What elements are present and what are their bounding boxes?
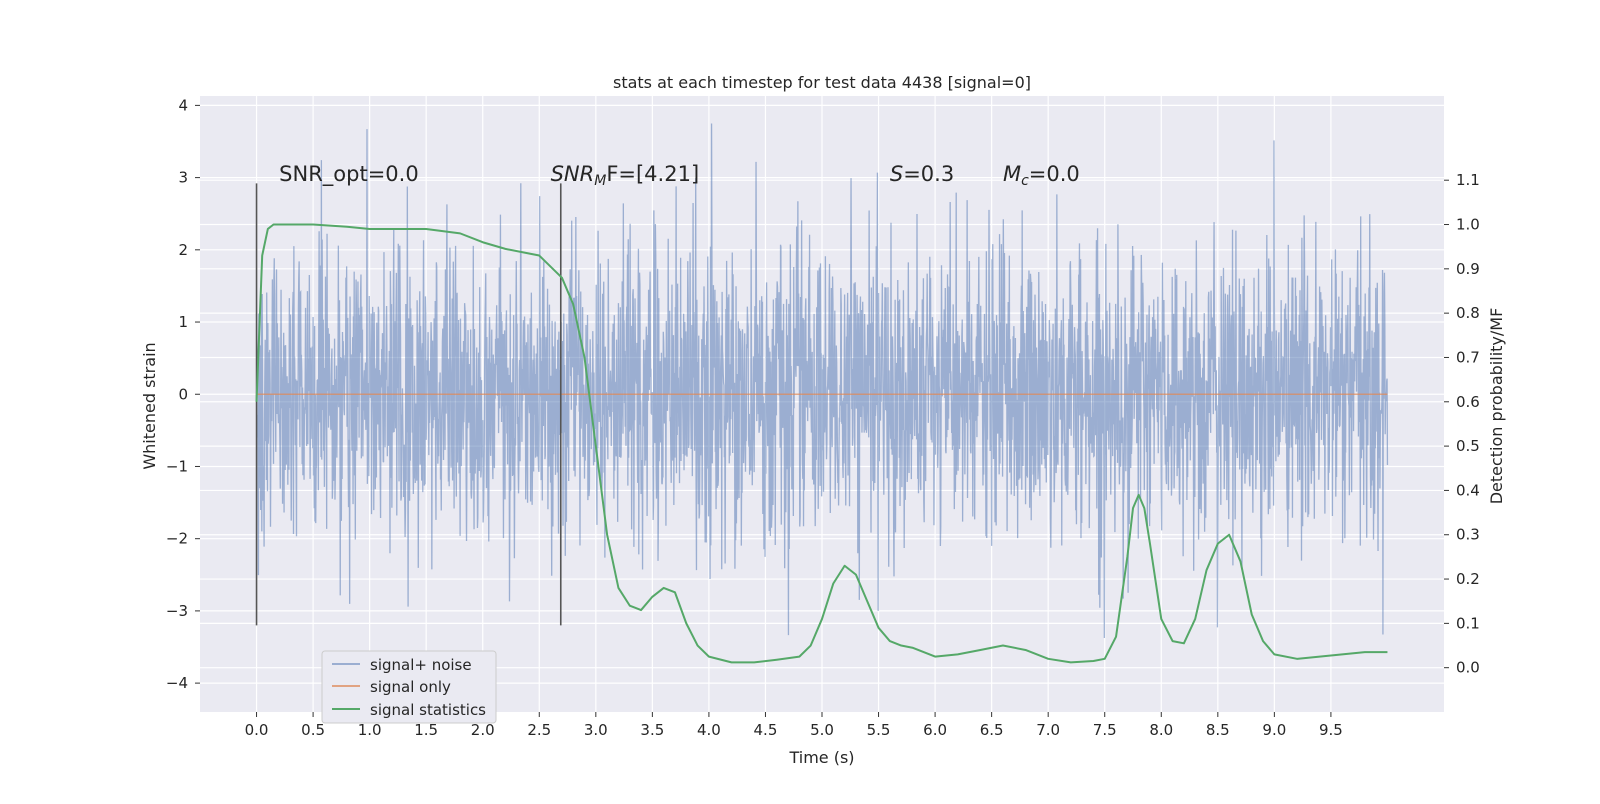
annotation-subscript: M	[594, 173, 606, 189]
x-axis-ticks: 0.0 0.5 1.0 1.5 2.0 2.5 3.0 3.5 4.0 4.5 5.0 5.5 6.0 6…	[245, 712, 1343, 739]
annotation-text: Mc=0.0	[1003, 162, 1080, 189]
annotation-base: M	[1003, 162, 1021, 186]
vertical-markers	[255, 183, 562, 626]
x-tick-label: 5.0	[810, 721, 834, 739]
x-tick-label: 6.0	[923, 721, 947, 739]
x-tick-label: 9.5	[1319, 721, 1343, 739]
x-tick-label: 7.5	[1093, 721, 1117, 739]
signal-statistics-line	[255, 223, 1388, 664]
legend-box	[321, 650, 497, 724]
signal-noise-series	[255, 123, 1389, 638]
annotation-text: SNRMF=[4.21]	[551, 162, 700, 189]
y2-axis-label: Detection probability/MF	[1487, 308, 1506, 505]
signal-statistics-series	[255, 223, 1388, 664]
x-tick-label: 4.0	[697, 721, 721, 739]
y-tick-label: −4	[166, 674, 188, 692]
y-axis-label: Whitened strain	[140, 342, 159, 469]
x-tick-label: 0.0	[245, 721, 269, 739]
x-tick-label: 2.0	[471, 721, 495, 739]
annotations: SNR_opt=0.0 SNRMF=[4.21] S=0.3 Mc=0.0	[279, 162, 1080, 189]
y2-axis-ticks: 1.1 1.0 0.9 0.8 0.7 0.6 0.5 0.4 0.3 0.2 0.1 0.0	[1444, 171, 1480, 677]
y2-tick-label: 0.3	[1456, 526, 1480, 544]
y-tick-label: 0	[178, 385, 188, 403]
y-tick-label: −3	[166, 602, 188, 620]
legend: signal+ noise signal only signal statist…	[321, 650, 497, 724]
x-tick-label: 5.5	[867, 721, 891, 739]
y-tick-label: 1	[178, 313, 188, 331]
y2-tick-label: 0.1	[1456, 614, 1480, 632]
x-tick-label: 8.5	[1206, 721, 1230, 739]
x-axis-label: Time (s)	[788, 748, 854, 767]
annotation-suffix: =0.3	[903, 162, 954, 186]
y-tick-label: 3	[178, 169, 188, 187]
legend-label-signal: signal only	[370, 678, 451, 696]
y2-tick-label: 0.4	[1456, 481, 1480, 499]
y2-tick-label: 0.6	[1456, 393, 1480, 411]
y2-tick-label: 0.5	[1456, 437, 1480, 455]
x-tick-label: 3.5	[640, 721, 664, 739]
x-tick-label: 8.0	[1149, 721, 1173, 739]
y-tick-label: −1	[166, 457, 188, 475]
y2-tick-label: 1.1	[1456, 171, 1480, 189]
y2-tick-label: 0.8	[1456, 304, 1480, 322]
y-tick-label: −2	[166, 530, 188, 548]
y-axis-ticks: 4 3 2 1 0 −1 −2 −3 −4	[166, 96, 200, 692]
legend-label-noise: signal+ noise	[370, 656, 472, 674]
y2-tick-label: 0.0	[1456, 659, 1480, 677]
signal-noise-line	[255, 123, 1389, 638]
x-tick-label: 9.0	[1262, 721, 1286, 739]
y-tick-label: 4	[178, 96, 188, 114]
annotation-subscript: c	[1021, 173, 1029, 189]
annotation-suffix: =0.0	[1029, 162, 1080, 186]
x-tick-label: 1.0	[358, 721, 382, 739]
y2-tick-label: 0.7	[1456, 348, 1480, 366]
y2-tick-label: 1.0	[1456, 216, 1480, 234]
annotation-text: S=0.3	[890, 162, 954, 186]
annotation-base: SNR	[551, 162, 595, 186]
x-tick-label: 1.5	[414, 721, 438, 739]
x-tick-label: 4.5	[754, 721, 778, 739]
x-tick-label: 0.5	[301, 721, 325, 739]
x-tick-label: 6.5	[980, 721, 1004, 739]
x-tick-label: 7.0	[1036, 721, 1060, 739]
x-tick-label: 3.0	[584, 721, 608, 739]
legend-label-stats: signal statistics	[370, 701, 486, 719]
annotation-suffix: F=[4.21]	[606, 162, 699, 186]
annotation-base: S	[890, 162, 903, 186]
y-tick-label: 2	[178, 241, 188, 259]
annotation-text: SNR_opt=0.0	[279, 162, 419, 187]
y2-tick-label: 0.9	[1456, 260, 1480, 278]
chart-title: stats at each timestep for test data 443…	[613, 73, 1031, 92]
y2-tick-label: 0.2	[1456, 570, 1480, 588]
x-tick-label: 2.5	[527, 721, 551, 739]
